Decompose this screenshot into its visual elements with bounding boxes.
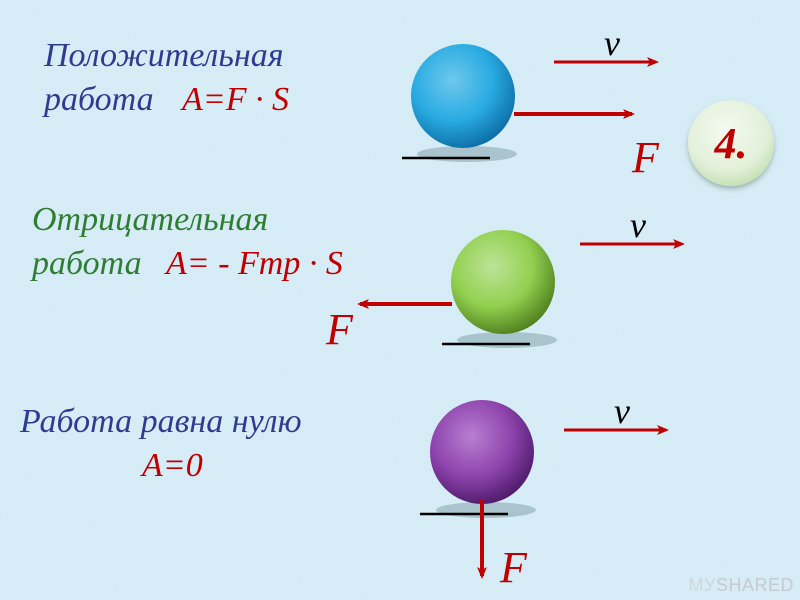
d2-ball — [451, 230, 555, 334]
d2-shadow — [457, 332, 557, 348]
d1-v-label: v — [604, 22, 620, 65]
d3-v-label: v — [614, 390, 630, 433]
d3-f-label: F — [500, 542, 527, 595]
d2-v-label: v — [630, 204, 646, 247]
d1-f-label: F — [632, 132, 659, 185]
watermark-my: МУ — [689, 575, 716, 595]
diagram-svg — [0, 0, 800, 600]
d2-f-label: F — [326, 304, 353, 357]
watermark-shared: SHARED — [716, 575, 794, 595]
d3-shadow — [436, 502, 536, 518]
diagram-content: Положительная работа A=F · S Отрицательн… — [0, 0, 800, 600]
d3-ball — [430, 400, 534, 504]
d1-shadow — [417, 146, 517, 162]
d1-ball — [411, 44, 515, 148]
watermark: МУSHARED — [689, 575, 794, 596]
